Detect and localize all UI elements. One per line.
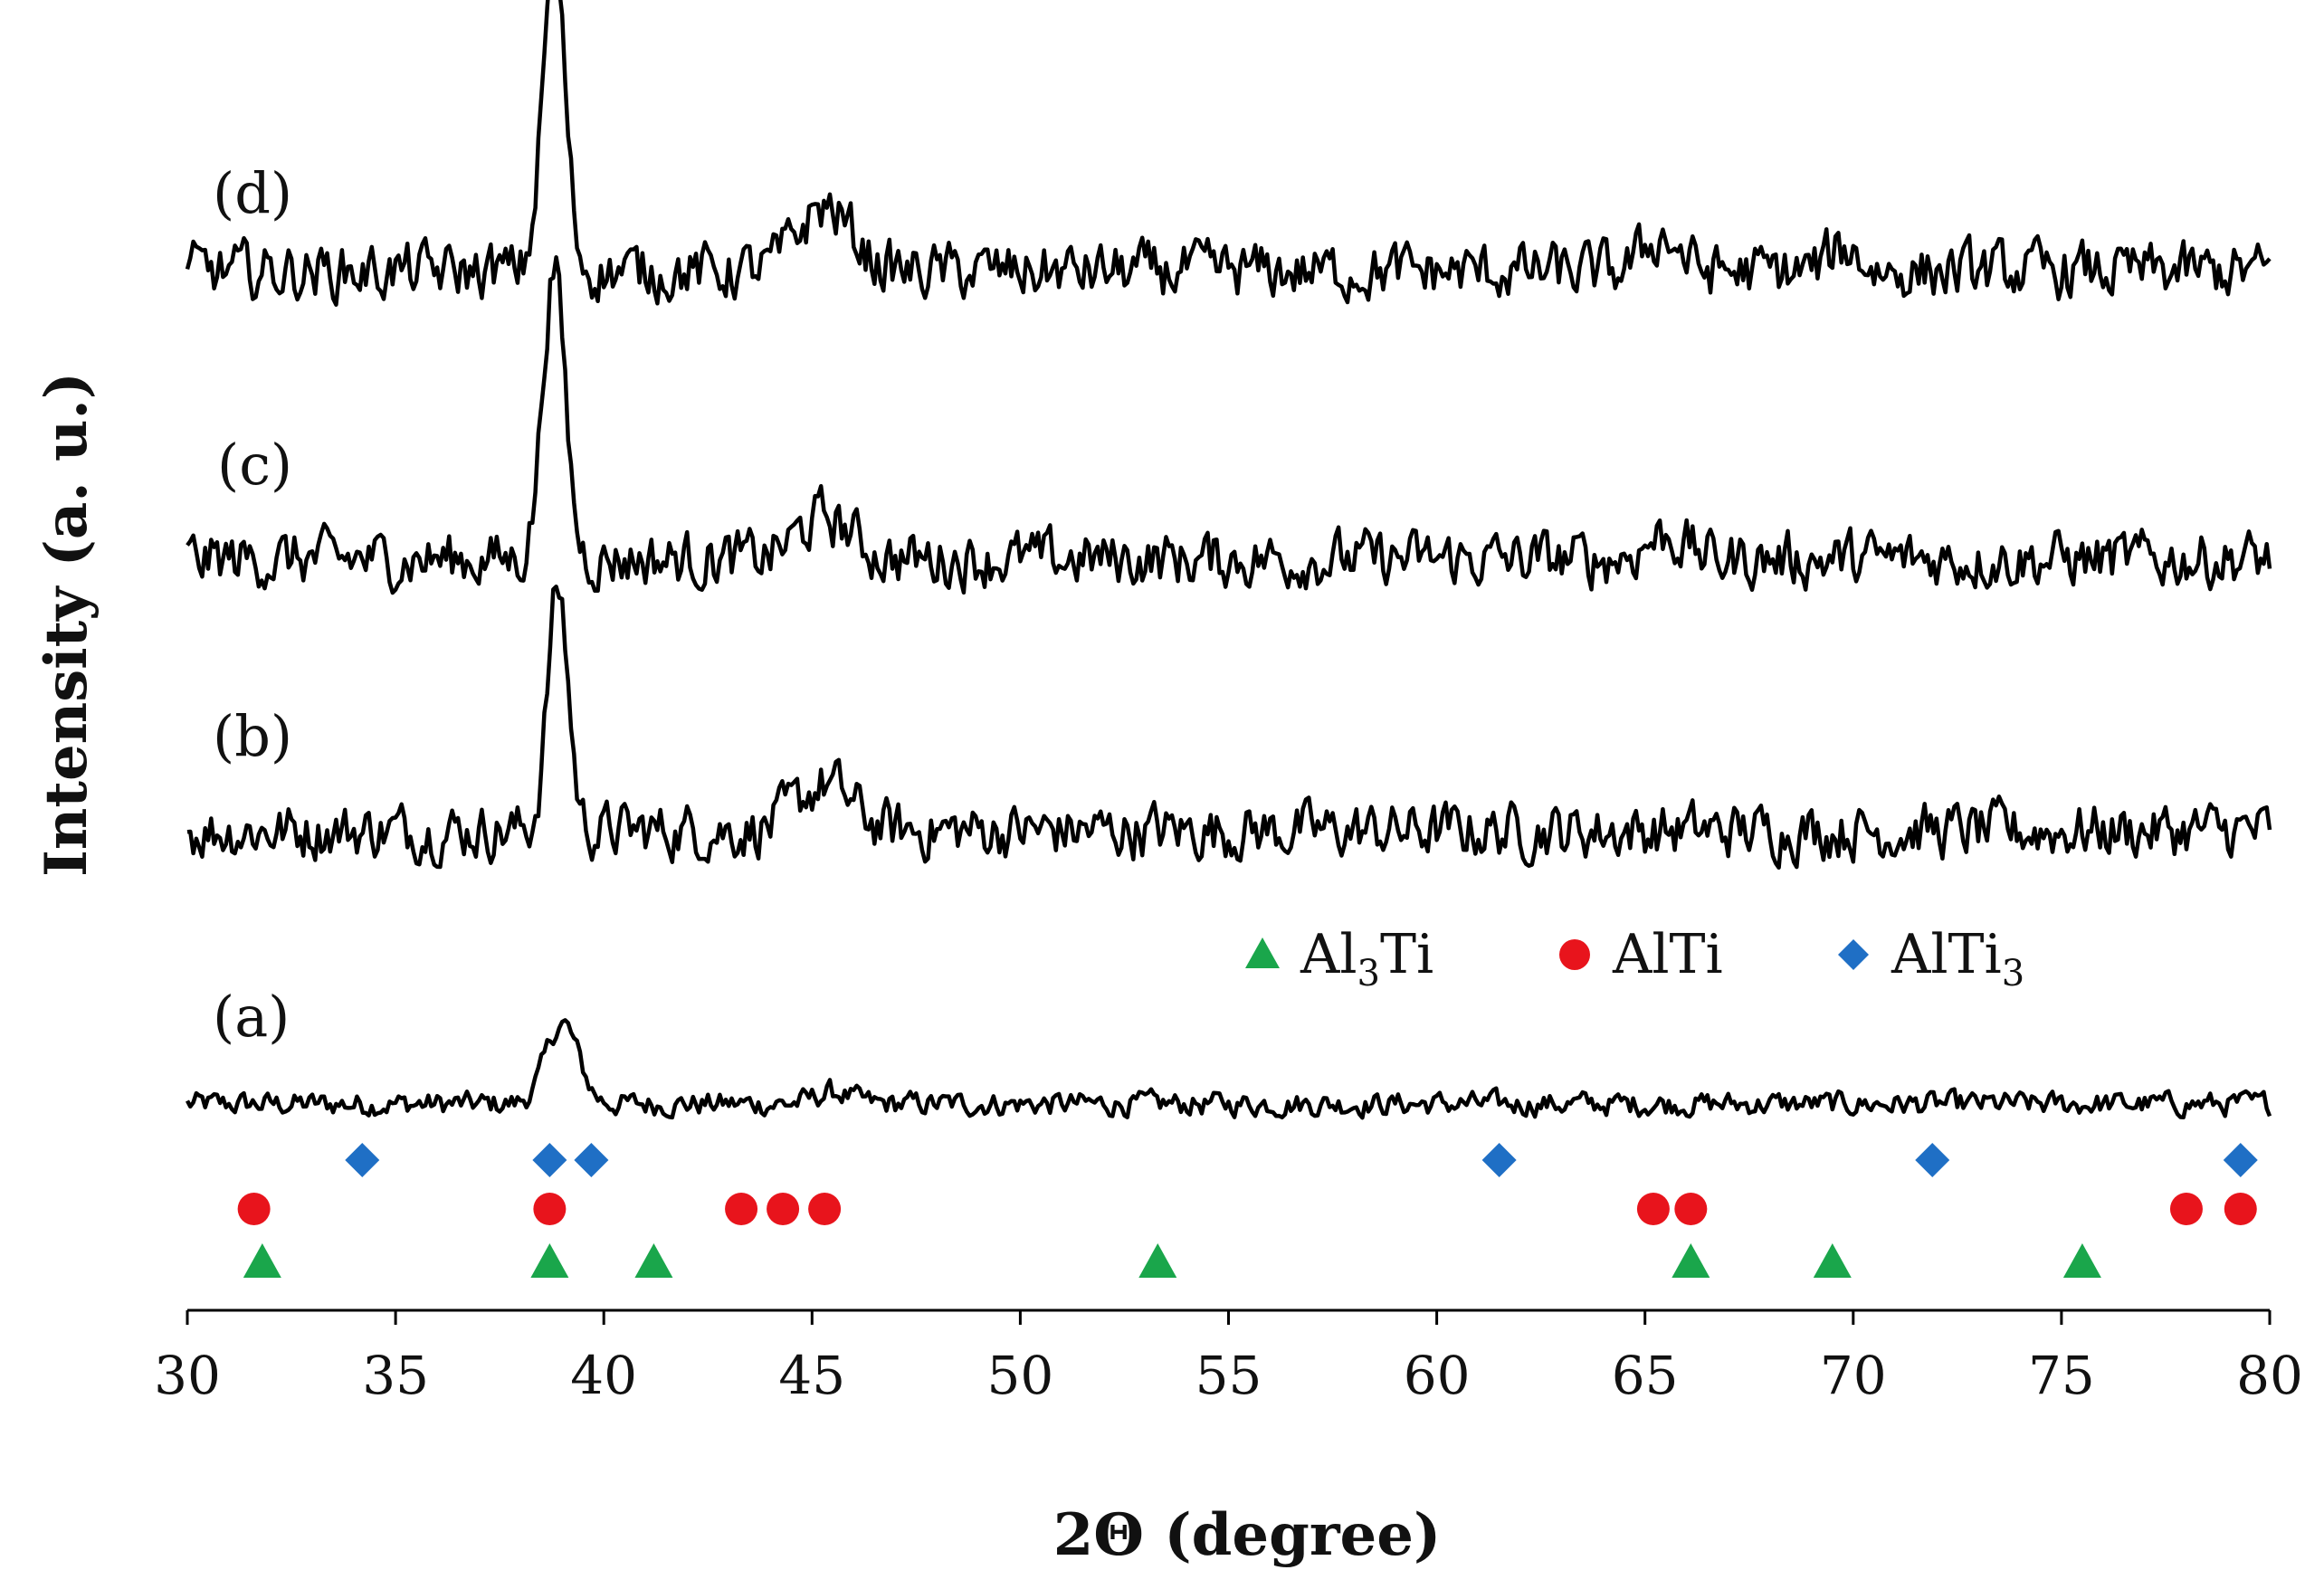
al3ti-marker [2062,1243,2101,1278]
pattern-labels: (a) (b) (c) (d) [213,160,292,1050]
pattern-label: (d) [213,160,292,226]
al3ti-marker [1138,1243,1177,1278]
x-tick-label: 45 [778,1345,845,1406]
alti-marker [2169,1193,2203,1225]
y-axis-title: Intensity (a. u.) [33,372,100,877]
alti3-marker [1481,1143,1517,1177]
pattern-0-trace [186,1018,2272,1120]
alti3-marker [1915,1143,1950,1177]
alti-marker [237,1193,271,1225]
al3ti-marker [243,1243,281,1278]
pattern-label: (b) [213,703,292,769]
x-tick-label: 80 [2236,1345,2303,1406]
alti-marker [808,1193,842,1225]
legend-label: AlTi3 [1891,923,2024,994]
legend-label: AlTi [1612,923,1723,986]
alti-marker [533,1193,567,1225]
pattern-traces [185,0,2272,1120]
x-axis: 30 35 40 45 50 55 60 65 70 75 80 [154,1308,2303,1406]
al3ti-marker [1672,1243,1710,1278]
x-tick-label: 35 [362,1345,429,1406]
pattern-1-trace [186,585,2272,871]
alti3-marker [532,1143,567,1177]
alti3-marker [2223,1143,2258,1177]
x-tick-label: 55 [1195,1345,1262,1406]
alti3-marker [574,1143,609,1177]
al3ti-marker [530,1243,569,1278]
alti-marker [725,1193,758,1225]
legend-al3ti-marker [1245,937,1280,968]
x-tick-label: 60 [1404,1345,1471,1406]
x-tick-label: 30 [154,1345,221,1406]
alti-marker [2224,1193,2257,1225]
alti-marker [1636,1193,1670,1225]
phase-legend: Al3Ti AlTi AlTi3 [1245,923,2024,994]
alti-marker [767,1193,800,1225]
alti-marker [1674,1193,1708,1225]
al3ti-marker [634,1243,673,1278]
x-tick-label: 40 [570,1345,637,1406]
x-tick-label: 50 [986,1345,1053,1406]
x-tick-label: 75 [2028,1345,2095,1406]
x-tick-label: 70 [1820,1345,1887,1406]
x-axis-title: 2Θ (degree) [1053,1501,1442,1569]
alti3-marker [345,1143,380,1177]
pattern-3-trace [185,0,2272,307]
al3ti-marker [1813,1243,1852,1278]
phase-markers [237,1143,2258,1278]
legend-alti-marker [1559,939,1590,970]
pattern-label: (c) [217,432,292,498]
pattern-label: (a) [213,984,290,1050]
x-tick-label: 65 [1612,1345,1679,1406]
pattern-2-trace [186,255,2272,595]
legend-alti3-marker [1838,939,1869,970]
legend-label: Al3Ti [1300,923,1433,994]
